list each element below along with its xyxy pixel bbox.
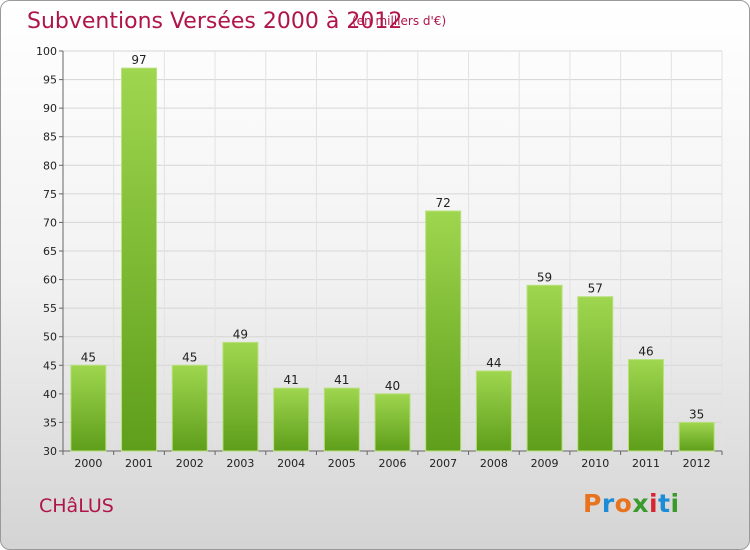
y-tick-label: 30 bbox=[43, 445, 57, 458]
bar-2006 bbox=[374, 393, 411, 452]
commune-name: CHâLUS bbox=[39, 495, 114, 517]
bar-value-label: 45 bbox=[182, 350, 197, 364]
bar-value-label: 35 bbox=[689, 407, 704, 421]
y-tick-label: 50 bbox=[43, 331, 57, 344]
bar-value-label: 45 bbox=[81, 350, 96, 364]
bar-value-label: 72 bbox=[436, 196, 451, 210]
bar-2005 bbox=[323, 387, 360, 452]
y-tick-label: 90 bbox=[43, 102, 57, 115]
y-tick-label: 45 bbox=[43, 359, 57, 372]
x-tick-label: 2012 bbox=[683, 457, 711, 470]
bar-value-label: 41 bbox=[283, 373, 298, 387]
x-tick-label: 2007 bbox=[429, 457, 457, 470]
bar-2009 bbox=[526, 284, 563, 452]
bar-2012 bbox=[678, 421, 715, 452]
bar-2004 bbox=[273, 387, 310, 452]
x-tick-label: 2004 bbox=[277, 457, 305, 470]
chart-title: Subventions Versées 2000 à 2012 bbox=[27, 9, 403, 34]
y-tick-label: 40 bbox=[43, 388, 57, 401]
bar-2003 bbox=[222, 341, 259, 452]
y-tick-label: 65 bbox=[43, 245, 57, 258]
x-tick-label: 2001 bbox=[125, 457, 153, 470]
y-tick-label: 35 bbox=[43, 416, 57, 429]
x-tick-label: 2009 bbox=[531, 457, 559, 470]
bar-2010 bbox=[577, 296, 614, 452]
bar-2008 bbox=[475, 370, 512, 452]
bar-2001 bbox=[121, 67, 158, 452]
y-tick-label: 100 bbox=[36, 45, 57, 58]
bar-value-label: 49 bbox=[233, 327, 248, 341]
bar-2002 bbox=[171, 364, 208, 452]
x-tick-label: 2011 bbox=[632, 457, 660, 470]
x-tick-label: 2005 bbox=[328, 457, 356, 470]
bar-value-label: 46 bbox=[638, 345, 653, 359]
bar-value-label: 40 bbox=[385, 379, 400, 393]
x-tick-label: 2006 bbox=[379, 457, 407, 470]
x-tick-label: 2008 bbox=[480, 457, 508, 470]
bar-2007 bbox=[425, 210, 462, 452]
proxiti-logo: Proxiti bbox=[583, 489, 680, 518]
bar-value-label: 59 bbox=[537, 270, 552, 284]
x-tick-label: 2010 bbox=[581, 457, 609, 470]
y-tick-label: 70 bbox=[43, 216, 57, 229]
x-tick-label: 2000 bbox=[74, 457, 102, 470]
bar-value-label: 57 bbox=[588, 282, 603, 296]
y-tick-label: 80 bbox=[43, 159, 57, 172]
y-tick-label: 85 bbox=[43, 131, 57, 144]
y-tick-label: 55 bbox=[43, 302, 57, 315]
bar-value-label: 44 bbox=[486, 356, 501, 370]
y-tick-label: 75 bbox=[43, 188, 57, 201]
bar-2000 bbox=[70, 364, 107, 452]
chart-subtitle: (en milliers d'€) bbox=[352, 14, 447, 28]
y-tick-label: 95 bbox=[43, 74, 57, 87]
bar-value-label: 41 bbox=[334, 373, 349, 387]
y-tick-label: 60 bbox=[43, 274, 57, 287]
bar-2011 bbox=[627, 359, 664, 452]
x-tick-label: 2003 bbox=[226, 457, 254, 470]
bar-value-label: 97 bbox=[131, 53, 146, 67]
x-tick-label: 2002 bbox=[176, 457, 204, 470]
